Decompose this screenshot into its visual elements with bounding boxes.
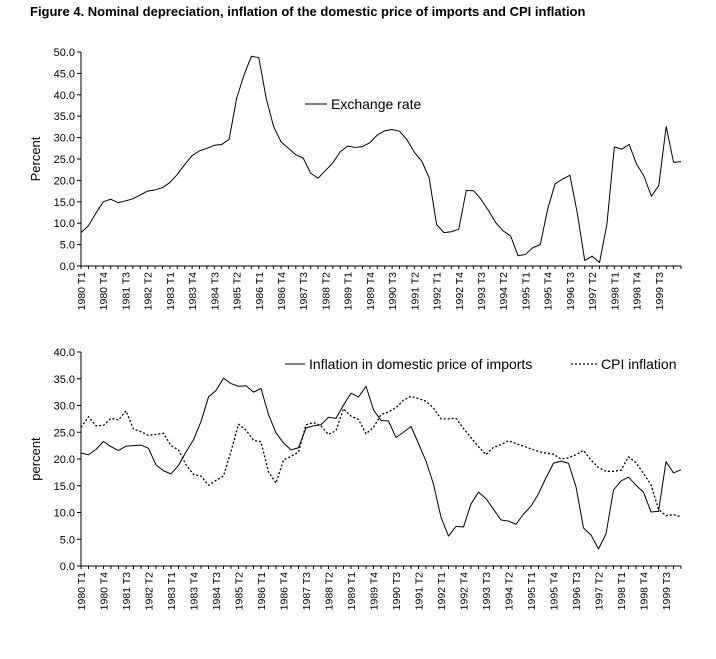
y-tick-label: 0.0 (60, 261, 75, 273)
x-tick-label: 1985 T2 (234, 572, 246, 610)
legend-label-2: CPI inflation (601, 356, 676, 372)
x-tick-label: 1988 T2 (320, 272, 332, 310)
series-line-1 (80, 55, 682, 264)
y-tick-label: 25.0 (54, 154, 75, 166)
x-tick-label: 1991 T2 (409, 272, 421, 310)
x-tick-label: 1990 T3 (391, 572, 403, 610)
x-tick-label: 1980 T1 (76, 272, 88, 310)
x-tick-label: 1992 T1 (432, 272, 444, 310)
figure-title: Figure 4. Nominal depreciation, inflatio… (30, 4, 586, 19)
x-tick-label: 1999 T3 (654, 272, 666, 310)
y-tick-label: 30.0 (54, 401, 75, 413)
x-tick-label: 1993 T3 (476, 272, 488, 310)
x-tick-label: 1995 T4 (549, 572, 561, 610)
x-tick-label: 1995 T1 (520, 272, 532, 310)
x-tick-label: 1982 T2 (143, 272, 155, 310)
x-tick-label: 1983 T4 (189, 572, 201, 610)
x-tick-label: 1998 T1 (616, 572, 628, 610)
y-tick-label: 50.0 (54, 47, 75, 59)
legend-label-1: Inflation in domestic price of imports (309, 356, 532, 372)
y-tick-label: 20.0 (54, 175, 75, 187)
x-tick-label: 1988 T2 (324, 572, 336, 610)
x-tick-label: 1980 T4 (99, 572, 111, 610)
y-tick-label: 10.0 (54, 508, 75, 520)
y-axis-title: percent (28, 437, 43, 481)
x-tick-label: 1984 T3 (211, 572, 223, 610)
legend-label-1: Exchange rate (331, 96, 421, 112)
x-tick-label: 1998 T1 (609, 272, 621, 310)
x-tick-label: 1987 T3 (301, 572, 313, 610)
x-tick-label: 1992 T4 (454, 272, 466, 310)
x-tick-label: 1983 T1 (165, 272, 177, 310)
x-tick-label: 1980 T4 (98, 272, 110, 310)
x-tick-label: 1981 T3 (120, 272, 132, 310)
x-tick-label: 1999 T3 (661, 572, 673, 610)
x-tick-label: 1991 T2 (414, 572, 426, 610)
x-tick-label: 1996 T3 (571, 572, 583, 610)
x-tick-label: 1990 T3 (387, 272, 399, 310)
y-tick-label: 5.0 (60, 534, 75, 546)
x-tick-label: 1981 T3 (121, 572, 133, 610)
x-tick-label: 1994 T2 (504, 572, 516, 610)
x-tick-label: 1997 T2 (587, 272, 599, 310)
y-tick-label: 40.0 (54, 347, 75, 359)
x-tick-label: 1998 T4 (639, 572, 651, 610)
x-tick-label: 1982 T2 (144, 572, 156, 610)
y-axis-title: Percent (28, 136, 43, 181)
y-tick-label: 30.0 (54, 133, 75, 145)
x-tick-label: 1993 T3 (481, 572, 493, 610)
series-line-2 (80, 395, 682, 518)
y-tick-label: 40.0 (54, 90, 75, 102)
x-tick-label: 1985 T2 (232, 272, 244, 310)
x-tick-label: 1986 T1 (256, 572, 268, 610)
y-tick-label: 45.0 (54, 68, 75, 80)
x-tick-label: 1986 T1 (254, 272, 266, 310)
x-tick-label: 1992 T1 (436, 572, 448, 610)
y-tick-label: 5.0 (60, 240, 75, 252)
y-tick-label: 25.0 (54, 427, 75, 439)
x-tick-label: 1997 T2 (594, 572, 606, 610)
y-tick-label: 15.0 (54, 481, 75, 493)
x-tick-label: 1996 T3 (565, 272, 577, 310)
y-tick-label: 20.0 (54, 454, 75, 466)
x-tick-label: 1980 T1 (76, 572, 88, 610)
x-tick-label: 1983 T1 (166, 572, 178, 610)
x-tick-label: 1989 T4 (365, 272, 377, 310)
y-tick-label: 15.0 (54, 197, 75, 209)
x-tick-label: 1989 T1 (346, 572, 358, 610)
x-tick-label: 1987 T3 (298, 272, 310, 310)
x-tick-label: 1983 T4 (187, 272, 199, 310)
y-tick-label: 10.0 (54, 218, 75, 230)
x-tick-label: 1986 T4 (279, 572, 291, 610)
x-tick-label: 1994 T2 (498, 272, 510, 310)
x-tick-label: 1995 T1 (526, 572, 538, 610)
x-tick-label: 1986 T4 (276, 272, 288, 310)
y-tick-label: 35.0 (54, 111, 75, 123)
x-tick-label: 1984 T3 (209, 272, 221, 310)
x-tick-label: 1992 T4 (459, 572, 471, 610)
x-tick-label: 1989 T1 (343, 272, 355, 310)
series-line-1 (80, 377, 682, 550)
x-tick-label: 1995 T4 (543, 272, 555, 310)
x-tick-label: 1989 T4 (369, 572, 381, 610)
y-tick-label: 0.0 (60, 561, 75, 573)
x-tick-label: 1998 T4 (632, 272, 644, 310)
y-tick-label: 35.0 (54, 374, 75, 386)
